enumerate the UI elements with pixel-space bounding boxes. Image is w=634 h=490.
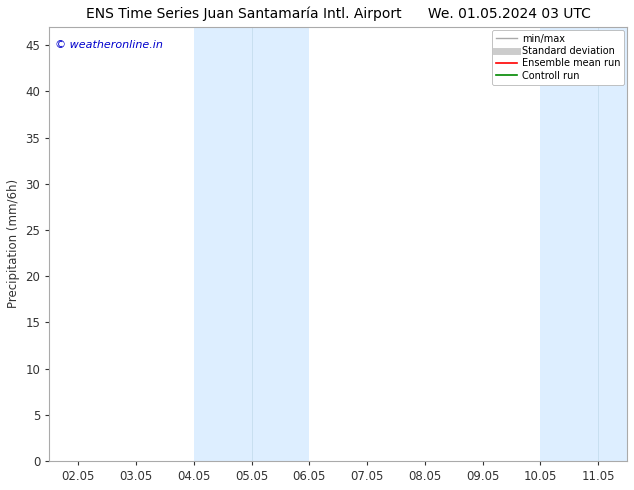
- Text: © weatheronline.in: © weatheronline.in: [55, 40, 163, 50]
- Y-axis label: Precipitation (mm/6h): Precipitation (mm/6h): [7, 179, 20, 309]
- Title: ENS Time Series Juan Santamaría Intl. Airport      We. 01.05.2024 03 UTC: ENS Time Series Juan Santamaría Intl. Ai…: [86, 7, 591, 22]
- Bar: [540, 27, 627, 461]
- Legend: min/max, Standard deviation, Ensemble mean run, Controll run: min/max, Standard deviation, Ensemble me…: [491, 30, 624, 85]
- Bar: [194, 27, 309, 461]
